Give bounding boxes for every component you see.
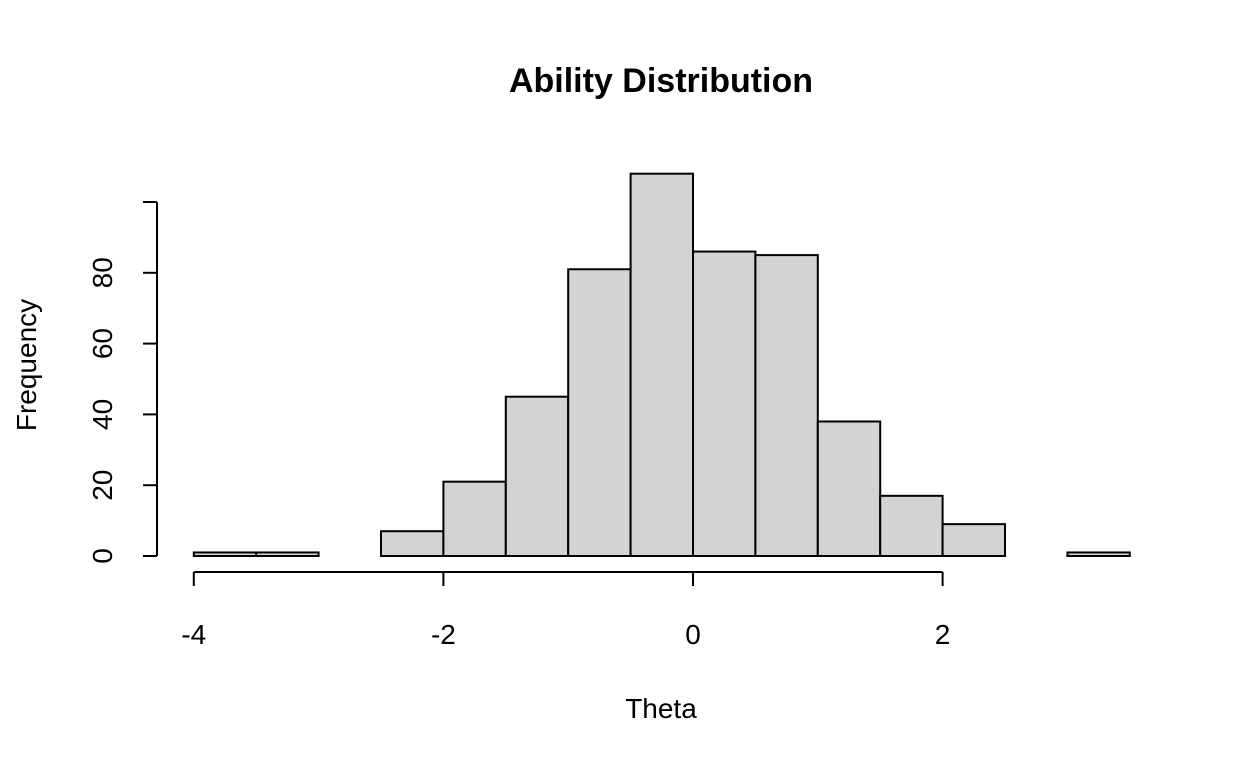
histogram-bar-11 [879, 494, 944, 558]
y-axis-label: Frequency [11, 299, 42, 431]
histogram-bar-12 [941, 523, 1006, 558]
x-axis: -4 -2 0 2 [181, 571, 951, 650]
y-tick-label-2: 40 [87, 399, 118, 430]
bars-group [192, 172, 1131, 558]
histogram-bar-6 [567, 268, 632, 557]
histogram-bar-5 [504, 395, 570, 558]
histogram-bar-0 [192, 551, 258, 558]
histogram-bar-10 [816, 420, 882, 558]
x-axis-label: Theta [625, 693, 697, 724]
histogram-bar-8 [692, 250, 757, 557]
histogram-bar-9 [754, 254, 819, 557]
x-tick-label-1: -2 [431, 619, 456, 650]
histogram-bar-1 [255, 551, 320, 558]
y-tick-label-4: 80 [87, 257, 118, 288]
y-axis: 0 20 40 60 80 [87, 201, 158, 564]
x-tick-label-0: -4 [181, 619, 206, 650]
y-tick-label-1: 20 [87, 470, 118, 501]
chart-title: Ability Distribution [509, 62, 813, 100]
histogram-bar-3 [380, 530, 445, 557]
y-tick-label-0: 0 [87, 548, 118, 564]
histogram-bar-14 [1066, 551, 1131, 558]
histogram-bar-7 [629, 172, 694, 557]
x-tick-label-3: 2 [935, 619, 951, 650]
x-tick-label-2: 0 [685, 619, 701, 650]
histogram-bar-4 [442, 480, 507, 557]
y-tick-label-3: 60 [87, 328, 118, 359]
